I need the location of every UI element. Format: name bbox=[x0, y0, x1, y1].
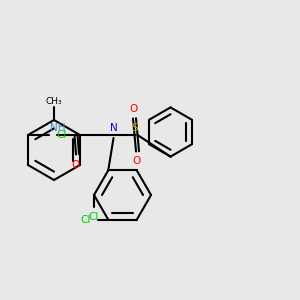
Text: O: O bbox=[129, 104, 137, 114]
Text: O: O bbox=[72, 160, 80, 170]
Text: S: S bbox=[131, 123, 138, 133]
Text: N: N bbox=[110, 123, 117, 133]
Text: Cl: Cl bbox=[89, 212, 99, 221]
Text: NH: NH bbox=[50, 124, 66, 134]
Text: O: O bbox=[132, 156, 140, 166]
Text: Cl: Cl bbox=[56, 130, 67, 140]
Text: CH₃: CH₃ bbox=[46, 97, 62, 106]
Text: Cl: Cl bbox=[80, 215, 91, 225]
